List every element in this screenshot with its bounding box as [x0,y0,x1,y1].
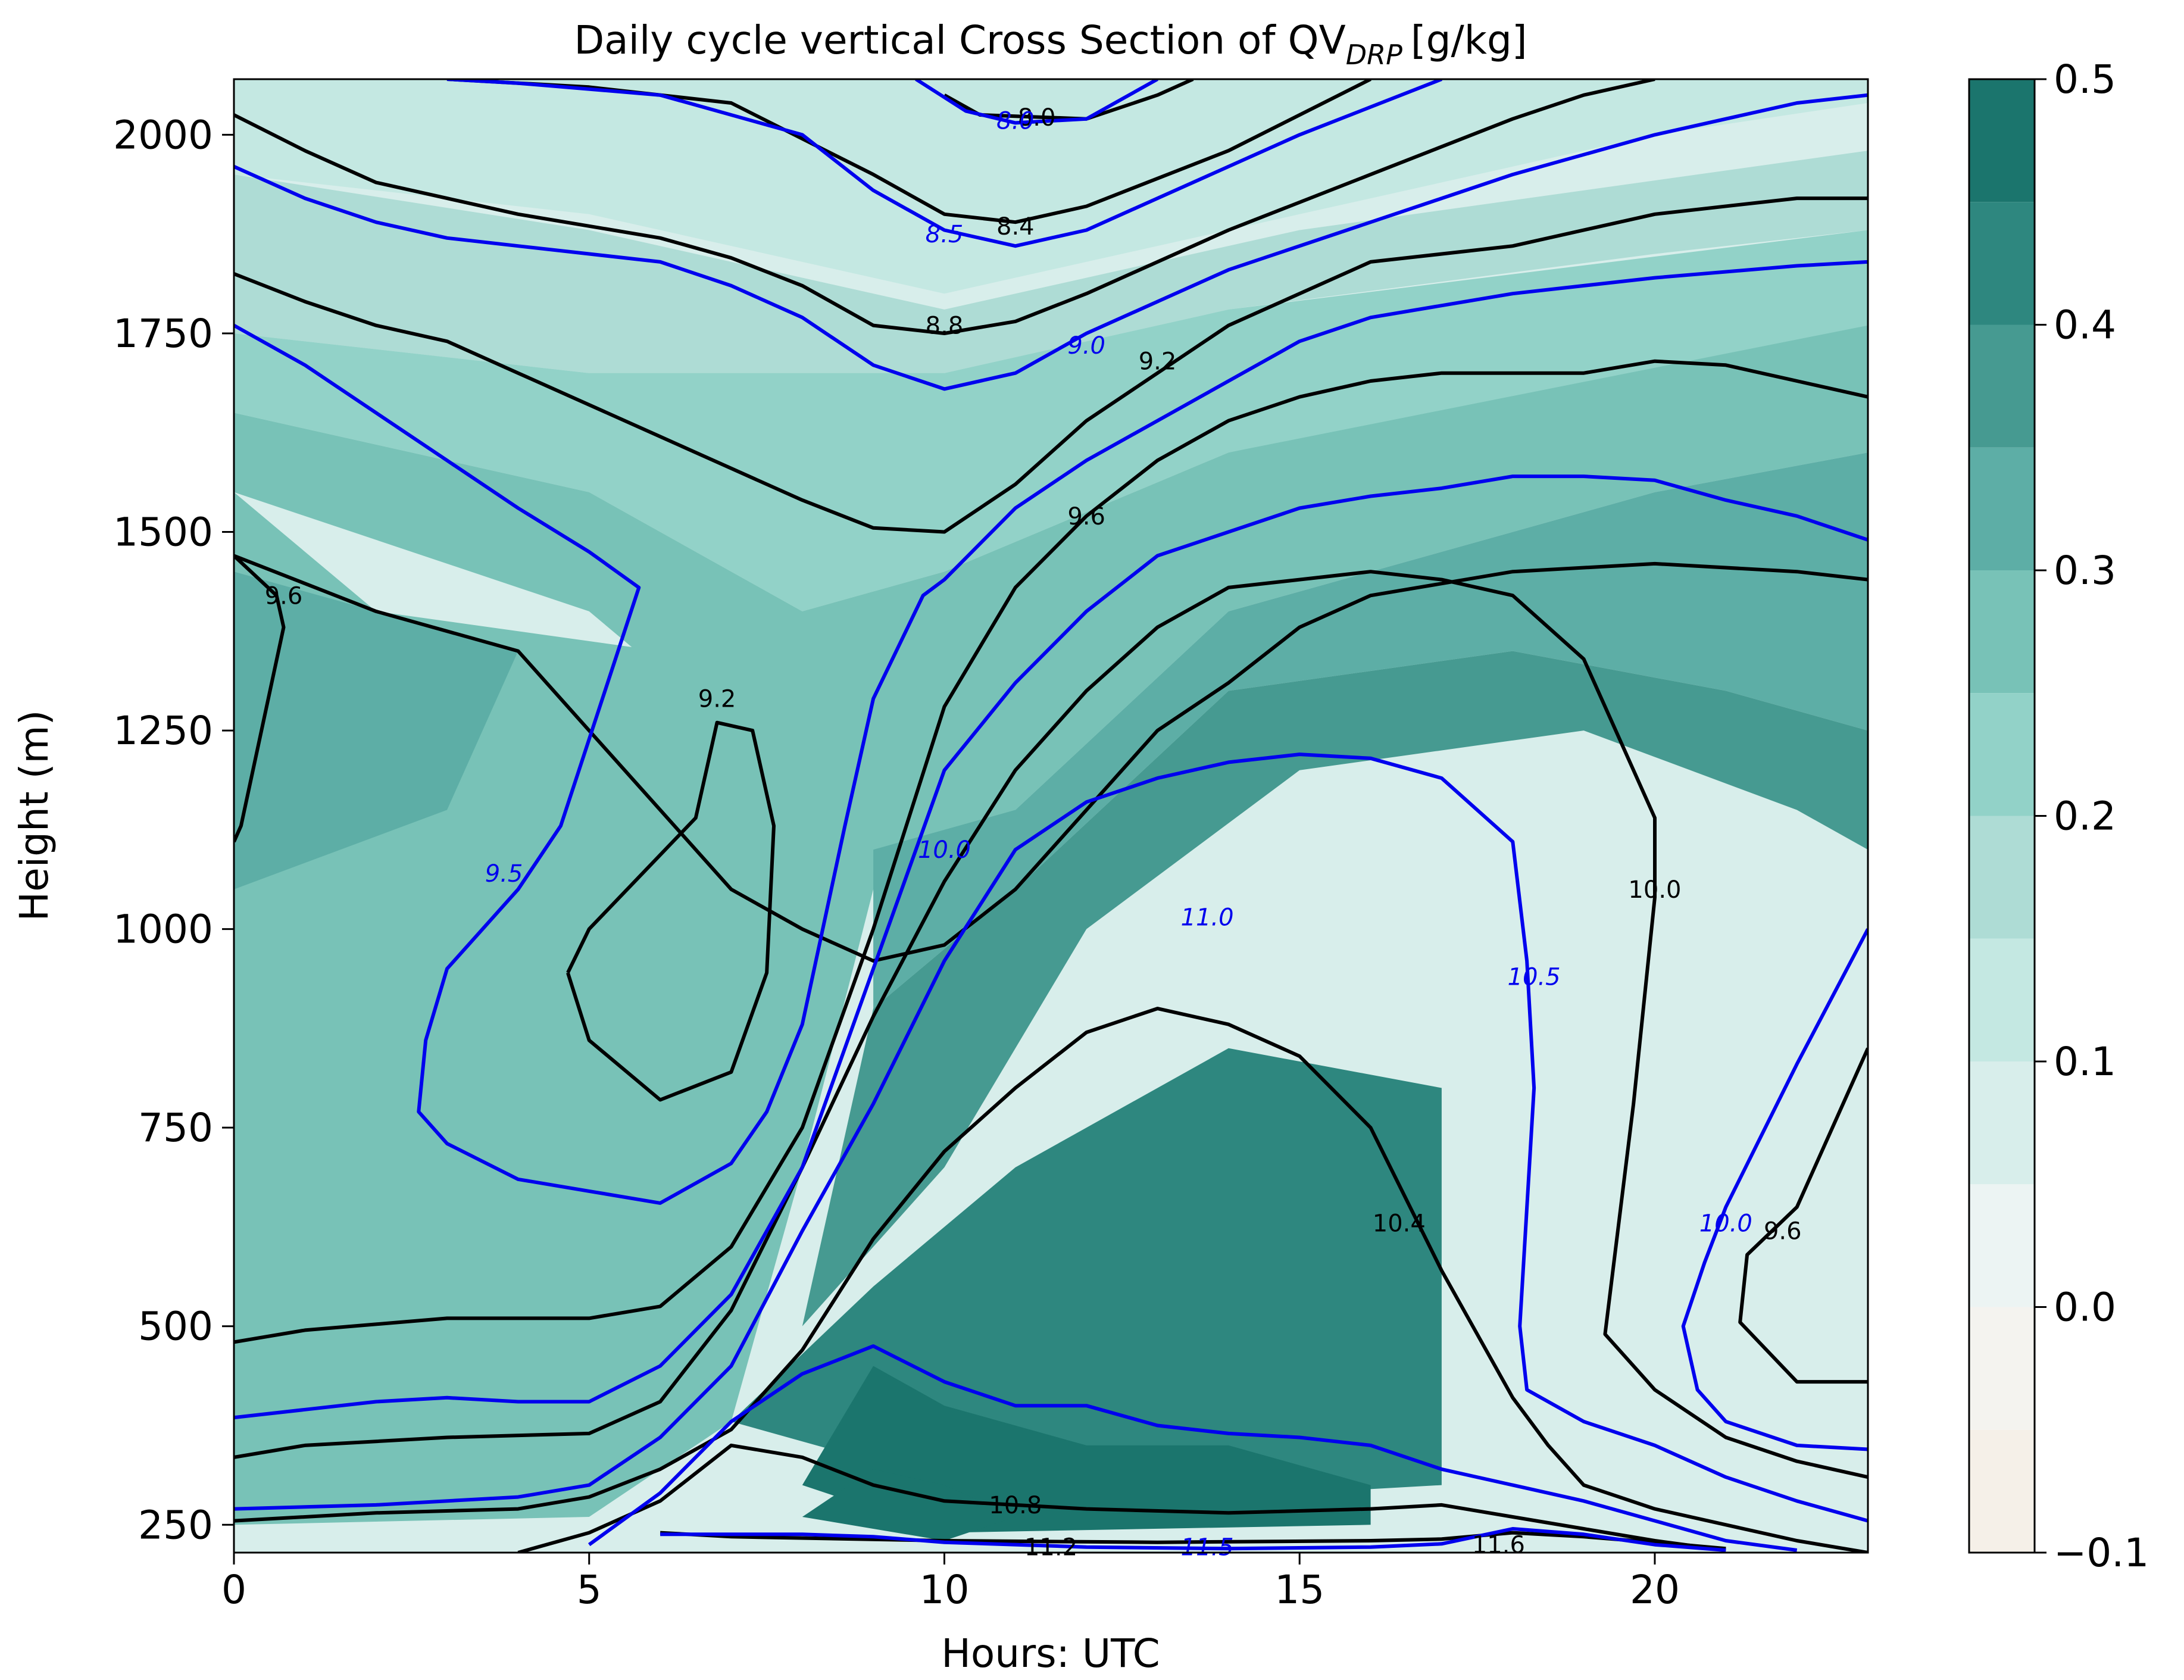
colorbar-tick-label: 0.5 [2054,57,2116,102]
filled-region [234,79,1868,294]
chart-title: Daily cycle vertical Cross Section of QV… [574,17,1527,71]
contour-line [234,554,1868,963]
contour-label: 9.6 [1764,1218,1802,1245]
x-tick-label: 15 [1274,1567,1324,1613]
contour-line [234,93,1868,391]
colorbar-band [1969,1429,2035,1553]
contour-line [660,1527,1726,1552]
contour-label: 11.5 [1181,1534,1234,1562]
contour-line [234,752,1868,1523]
y-tick-label: 500 [138,1304,213,1350]
plot-frame [233,78,1869,1554]
chart-title-main: Daily cycle vertical Cross Section of QV [574,17,1345,63]
contour-label: 8.0 [1018,104,1056,132]
contour-label: 8.5 [926,221,964,248]
x-tick-label: 20 [1630,1567,1680,1613]
filled-region [802,651,1868,1326]
contour-label: 9.0 [1067,332,1105,360]
contour-label: 8.8 [926,313,964,340]
filled-contours [234,79,1868,1553]
colorbar-band [1969,1061,2035,1185]
y-axis: 250 500 750 1000 1250 1500 1750 2000 [113,112,234,1548]
x-axis-label: Hours: UTC [941,1631,1160,1676]
y-tick-label: 250 [138,1502,213,1548]
contour-lines [234,79,1868,1553]
y-tick-label: 1500 [113,510,213,555]
y-axis-label: Height (m) [11,710,57,922]
x-axis: 0 5 10 15 20 [221,1553,1680,1613]
contour-line [588,1344,1798,1552]
contour-label: 10.8 [989,1492,1042,1519]
colorbar-tick-label: 0.1 [2054,1039,2116,1085]
contour-label: 10.0 [1628,876,1681,904]
filled-region [873,452,1868,1009]
colorbar-band [1969,1307,2035,1430]
contour-line [234,570,1868,1479]
y-tick-label: 1000 [113,907,213,953]
filled-region [802,1469,1016,1541]
colorbar-band [1969,693,2035,816]
contour-line [234,260,1868,1205]
filled-region [234,572,518,889]
x-tick-label: 5 [577,1567,602,1613]
contour-line [566,720,776,1102]
y-tick-label: 750 [138,1105,213,1151]
filled-region [234,230,1868,611]
contour-label: 11.2 [1024,1534,1077,1562]
contour-line [234,196,1868,534]
contour-label: 11.6 [1472,1532,1525,1559]
x-tick-label: 0 [221,1567,246,1613]
contour-label: 9.6 [1067,503,1105,530]
colorbar-band [1969,816,2035,939]
colorbar-band [1969,79,2035,202]
contour-label: 9.5 [485,860,523,888]
contour-line [234,554,286,843]
colorbar-band [1969,1184,2035,1307]
chart-title-subscript: DRP [1346,39,1402,71]
contour-label: 9.2 [698,686,736,713]
contour-label: 10.0 [918,836,971,864]
colorbar-band [1969,447,2035,570]
colorbar-band [1969,202,2035,325]
contour-label: 8.4 [996,213,1035,241]
colorbar-tick-label: 0.2 [2054,794,2116,839]
contour-line [234,79,1655,335]
contour-labels: 8.0 8.4 8.8 9.2 9.6 9.2 9.6 10.0 10.4 9.6 10.8 11.2… [265,104,1802,1562]
contour-line [446,79,1442,248]
contour-line [1681,928,1868,1451]
contour-line [517,1443,1726,1553]
colorbar-tick-label: 0.4 [2054,302,2116,348]
y-tick-label: 1750 [113,311,213,357]
chart-title-units: [g/kg] [1411,17,1527,63]
colorbar-tick-label: 0.3 [2054,548,2116,594]
contour-line [915,79,1158,125]
y-tick-label: 1250 [113,708,213,754]
contour-line [234,474,1868,1420]
colorbar-tick-label: 0.0 [2054,1285,2116,1331]
contour-label: 9.6 [265,582,303,610]
contour-line [234,359,1868,1344]
contour-label: 10.4 [1373,1210,1426,1237]
filled-region [234,151,1868,413]
contour-label: 10.0 [1699,1210,1752,1237]
contour-line [1738,1047,1868,1384]
contour-label: 10.5 [1508,964,1561,991]
contour-line [234,1007,1868,1553]
colorbar-band [1969,938,2035,1061]
colorbar-tick-label: −0.1 [2054,1530,2149,1576]
colorbar-band [1969,324,2035,448]
x-tick-label: 10 [919,1567,969,1613]
contour-label: 9.2 [1139,348,1177,376]
y-tick-label: 2000 [113,112,213,158]
contour-label: 11.0 [1181,904,1234,932]
contour-label: 8.0 [996,107,1035,135]
colorbar: −0.1 0.0 0.1 0.2 0.3 0.4 0.5 [1968,57,2149,1576]
filled-region [234,325,1868,850]
colorbar-band [1969,570,2035,694]
